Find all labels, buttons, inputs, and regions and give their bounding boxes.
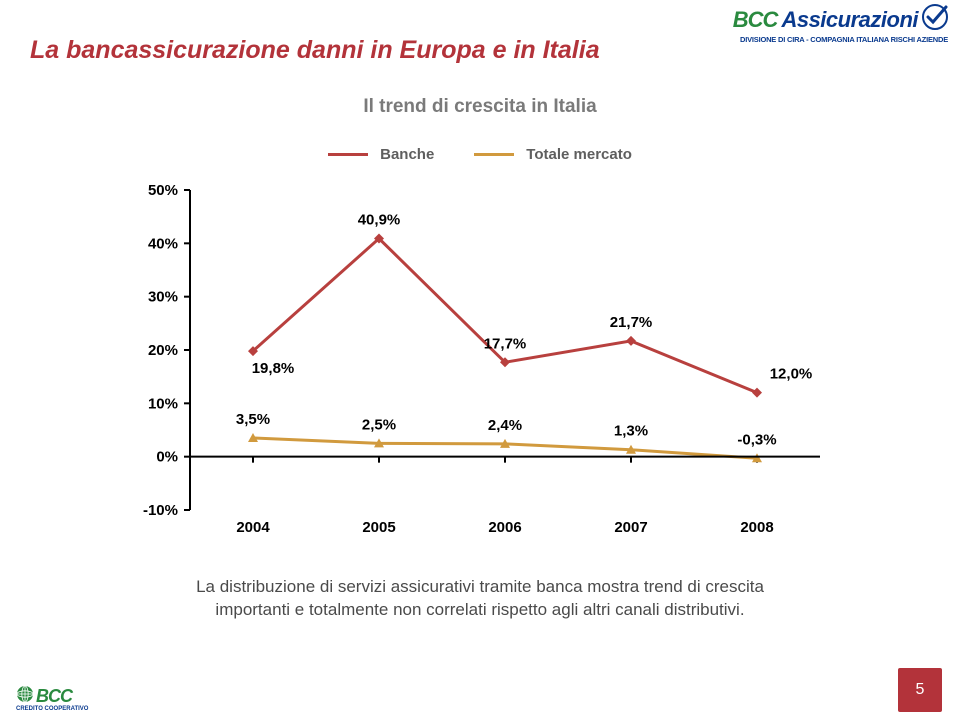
svg-text:50%: 50% xyxy=(148,182,178,199)
svg-text:40%: 40% xyxy=(148,235,178,252)
svg-text:17,7%: 17,7% xyxy=(484,335,527,352)
svg-text:1,3%: 1,3% xyxy=(614,423,648,440)
chart-svg: -10% 0% 10% 20% 30% 40% 50% 2004 2005 2006 2007 200… xyxy=(120,180,840,540)
caption-line: La distribuzione di servizi assicurativi… xyxy=(0,576,960,599)
svg-text:2005: 2005 xyxy=(362,519,395,536)
page-number: 5 xyxy=(916,681,925,699)
page-subtitle: Il trend di crescita in Italia xyxy=(0,96,960,118)
svg-text:2,5%: 2,5% xyxy=(362,416,396,433)
svg-text:12,0%: 12,0% xyxy=(770,366,813,383)
logo-assicurazioni-text: Assicurazioni xyxy=(781,7,918,33)
chart-legend: Banche Totale mercato xyxy=(0,146,960,163)
svg-text:10%: 10% xyxy=(148,395,178,412)
chart-caption: La distribuzione di servizi assicurativi… xyxy=(0,576,960,622)
legend-label: Totale mercato xyxy=(526,146,632,163)
legend-swatch xyxy=(474,153,514,156)
footer-logo: BCC CREDITO COOPERATIVO xyxy=(16,685,88,712)
logo-bcc-text: BCC xyxy=(733,7,778,33)
legend-item-totale-mercato: Totale mercato xyxy=(474,146,632,163)
page-title: La bancassicurazione danni in Europa e i… xyxy=(30,36,600,65)
svg-text:21,7%: 21,7% xyxy=(610,314,653,331)
legend-item-banche: Banche xyxy=(328,146,434,163)
footer-bcc-text: BCC xyxy=(36,686,72,707)
svg-text:2006: 2006 xyxy=(488,519,521,536)
svg-text:30%: 30% xyxy=(148,289,178,306)
svg-text:40,9%: 40,9% xyxy=(358,212,401,229)
growth-trend-chart: -10% 0% 10% 20% 30% 40% 50% 2004 2005 2006 2007 200… xyxy=(120,180,840,540)
legend-swatch xyxy=(328,153,368,156)
svg-text:2,4%: 2,4% xyxy=(488,417,522,434)
caption-line: importanti e totalmente non correlati ri… xyxy=(0,599,960,622)
svg-text:2004: 2004 xyxy=(236,519,270,536)
svg-text:3,5%: 3,5% xyxy=(236,411,270,428)
svg-text:2008: 2008 xyxy=(740,519,773,536)
svg-text:-0,3%: -0,3% xyxy=(737,431,776,448)
page-number-box: 5 xyxy=(898,668,942,712)
svg-text:-10%: -10% xyxy=(143,502,178,519)
svg-text:0%: 0% xyxy=(156,449,178,466)
legend-label: Banche xyxy=(380,146,434,163)
header-logo: BCC Assicurazioni DIVISIONE DI CIRA - CO… xyxy=(733,4,948,44)
svg-text:19,8%: 19,8% xyxy=(252,360,295,377)
footer-sub-text: CREDITO COOPERATIVO xyxy=(16,706,88,712)
svg-text:20%: 20% xyxy=(148,342,178,359)
logo-subtitle: DIVISIONE DI CIRA - COMPAGNIA ITALIANA R… xyxy=(733,35,948,44)
check-circle-icon xyxy=(922,4,948,35)
svg-text:2007: 2007 xyxy=(614,519,647,536)
globe-icon xyxy=(16,685,34,708)
